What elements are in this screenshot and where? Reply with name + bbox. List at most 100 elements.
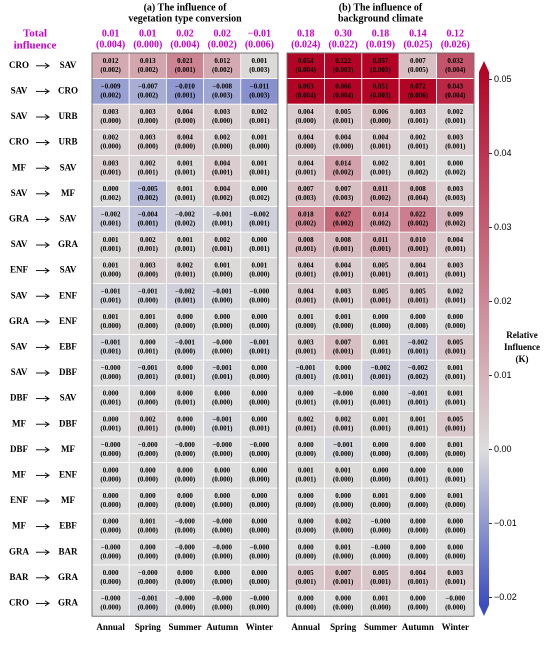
heatmap-cell <box>436 410 475 438</box>
row-arrow-head <box>44 190 50 197</box>
cell-value: 0.000 <box>140 543 156 551</box>
heatmap-cell <box>240 334 279 361</box>
cell-error: (0.001) <box>295 348 316 356</box>
cell-value: −0.000 <box>101 364 121 372</box>
cell-value: 0.002 <box>140 415 156 423</box>
cell-value: 0.001 <box>103 236 119 244</box>
cell-error: (0.002) <box>138 66 159 74</box>
cell-error: (0.000) <box>100 143 121 151</box>
heatmap-cell <box>323 78 363 105</box>
cell-error: (0.001) <box>295 476 316 484</box>
row-to: EBF <box>59 521 77 531</box>
cell-error: (0.000) <box>249 322 270 330</box>
colorbar <box>479 72 489 605</box>
heatmap-cell <box>361 180 400 208</box>
cell-value: −0.000 <box>212 543 232 551</box>
cell-error: (0.000) <box>100 117 121 125</box>
cell-value: −0.001 <box>212 364 232 372</box>
cell-value: 0.001 <box>140 518 156 526</box>
cell-value: 0.003 <box>103 108 119 116</box>
heatmap-cell <box>323 487 363 515</box>
cell-error: (0.000) <box>138 322 159 330</box>
panel-title: vegetation type conversion <box>128 13 242 24</box>
cell-error: (0.002) <box>370 220 391 228</box>
row-from: SAV <box>11 290 28 300</box>
cell-error: (0.000) <box>175 348 196 356</box>
total-value: 0.02 <box>213 28 231 39</box>
cell-value: 0.000 <box>373 467 389 475</box>
cell-error: (0.000) <box>333 322 354 330</box>
cell-error: (0.001) <box>408 271 429 279</box>
cell-error: (0.001) <box>370 424 391 432</box>
cell-value: −0.000 <box>175 518 195 526</box>
colorbar-tick-label: 0.04 <box>494 148 512 158</box>
cell-value: 0.032 <box>447 57 463 65</box>
cell-value: 0.000 <box>252 236 268 244</box>
cell-value: 0.000 <box>298 492 314 500</box>
cell-error: (0.001) <box>295 271 316 279</box>
cell-error: (0.000) <box>445 450 466 458</box>
cell-value: −0.000 <box>101 595 121 603</box>
cell-error: (0.001) <box>212 373 233 381</box>
cell-value: 0.001 <box>447 492 463 500</box>
total-error: (0.022) <box>329 39 358 50</box>
heatmap-cell <box>286 487 325 515</box>
cell-value: 0.000 <box>410 492 426 500</box>
cell-value: 0.000 <box>103 492 119 500</box>
row-to: ENF <box>59 316 78 326</box>
heatmap-cell <box>203 436 242 464</box>
cell-error: (0.001) <box>445 399 466 407</box>
heatmap-cell <box>286 410 325 438</box>
row-from: SAV <box>11 341 28 351</box>
cell-value: 0.001 <box>103 313 119 321</box>
cell-value: 0.001 <box>252 159 268 167</box>
heatmap-cell <box>128 78 167 105</box>
cell-error: (0.000) <box>333 501 354 509</box>
cell-value: 0.004 <box>447 236 463 244</box>
row-from: CRO <box>9 60 29 70</box>
cell-value: −0.000 <box>250 441 270 449</box>
cell-error: (0.001) <box>408 424 429 432</box>
cell-value: 0.000 <box>177 492 193 500</box>
heatmap-cell <box>361 385 400 412</box>
row-to: SAV <box>60 265 77 275</box>
cell-value: 0.000 <box>177 467 193 475</box>
cell-value: 0.002 <box>335 518 351 526</box>
row-to: SAV <box>60 213 77 223</box>
cell-value: 0.001 <box>177 159 193 167</box>
row-to: MF <box>61 444 75 454</box>
cell-value: 0.004 <box>373 134 389 142</box>
row-arrow-head <box>44 88 50 95</box>
cell-error: (0.000) <box>100 476 121 484</box>
row-to: URB <box>58 111 77 121</box>
cell-value: 0.003 <box>447 134 463 142</box>
cell-value: −0.002 <box>371 364 391 372</box>
heatmap-cell <box>128 436 167 464</box>
cell-error: (0.001) <box>138 220 159 228</box>
heatmap-cell <box>91 590 130 617</box>
cell-value: −0.000 <box>175 441 195 449</box>
heatmap-cell <box>165 513 204 540</box>
cell-value: 0.122 <box>335 57 351 65</box>
cell-value: 0.001 <box>335 467 351 475</box>
cell-error: (0.000) <box>408 450 429 458</box>
cell-error: (0.000) <box>100 527 121 535</box>
row-arrow-head <box>44 370 50 376</box>
cell-error: (0.001) <box>175 245 196 253</box>
heatmap-cell <box>361 206 400 233</box>
cell-value: 0.008 <box>298 236 314 244</box>
cell-value: 0.004 <box>298 108 314 116</box>
cell-error: (0.000) <box>100 373 121 381</box>
cell-error: (0.001) <box>295 373 316 381</box>
row-from: CRO <box>9 597 29 607</box>
cell-error: (0.000) <box>100 450 121 458</box>
heatmap-cell <box>240 436 279 464</box>
heatmap-cell <box>436 385 475 412</box>
cell-value: −0.000 <box>175 543 195 551</box>
cell-error: (0.000) <box>408 527 429 535</box>
cell-value: 0.004 <box>298 287 314 295</box>
cell-error: (0.000) <box>212 578 233 586</box>
cell-value: 0.000 <box>103 467 119 475</box>
cell-value: 0.011 <box>373 185 389 193</box>
cell-value: 0.012 <box>103 57 119 65</box>
